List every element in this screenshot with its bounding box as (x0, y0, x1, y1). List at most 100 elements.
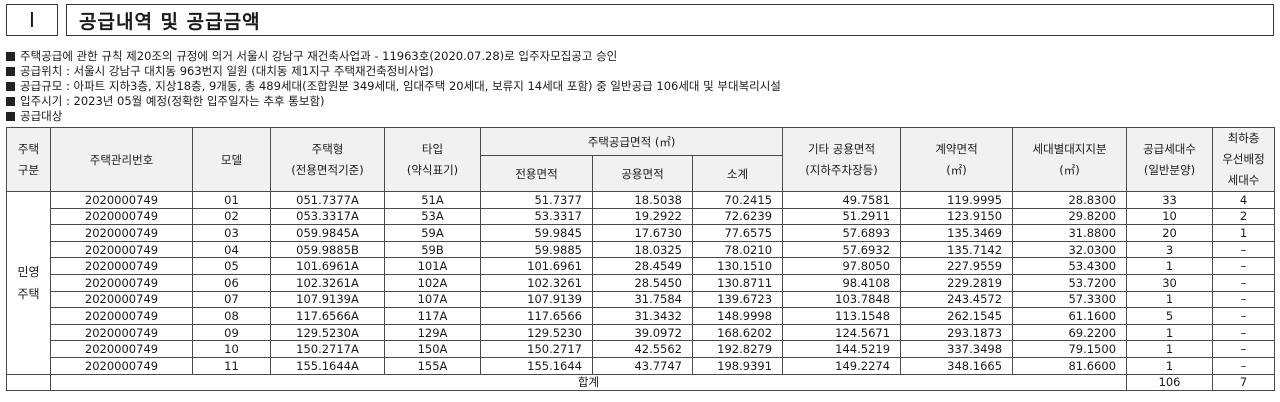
table-row: 2020000749 10 150.2717A 150A 150.2717 42.5562… (7, 340, 1276, 358)
cell-other: 98.4108 (782, 273, 902, 292)
table-body: 민영 주택 2020000749 01 051.7377A 51A 51.7377 18.50… (6, 191, 1276, 391)
header-common-area: 공용면적 (592, 155, 693, 192)
total-lowest: 7 (1212, 373, 1276, 391)
cell-tap: 53A (384, 207, 481, 226)
cell-lowest: – (1212, 356, 1276, 375)
cell-tap: 59B (384, 240, 481, 259)
cell-common: 28.4549 (592, 257, 693, 275)
cell-tap: 107A (384, 290, 481, 309)
cell-tap: 150A (384, 340, 481, 358)
table-row: 2020000749 06 102.3261A 102A 102.3261 28.5450… (7, 273, 1276, 292)
notice-item: 공급규모 : 아파트 지하3층, 지상18층, 9개동, 총 489세대(조합원… (6, 79, 781, 94)
notice-item: 공급대상 (6, 109, 781, 124)
bullet-square-icon (6, 52, 15, 61)
cell-tap: 101A (384, 257, 481, 275)
cell-exclusive: 59.9885 (480, 240, 593, 259)
cell-contract: 262.1545 (900, 307, 1014, 325)
cell-exclusive: 155.1644 (480, 356, 593, 375)
cell-no: 2020000749 (50, 257, 193, 275)
cell-land: 81.6600 (1012, 356, 1128, 375)
bullet-square-icon (6, 97, 15, 106)
cell-no: 2020000749 (50, 356, 193, 375)
bullet-square-icon (6, 112, 15, 121)
header-exclusive-area: 전용면적 (480, 155, 593, 192)
cell-other: 124.5671 (782, 323, 902, 342)
cell-subtotal: 148.9998 (691, 307, 784, 325)
cell-supply: 1 (1126, 323, 1214, 342)
header-housing-category: 주택 구분 (6, 127, 51, 192)
cell-other: 144.5219 (782, 340, 902, 358)
cell-lowest: 4 (1212, 191, 1276, 209)
total-supply: 106 (1126, 373, 1214, 391)
cell-no: 2020000749 (50, 290, 193, 309)
cell-tap: 102A (384, 273, 481, 292)
cell-no: 2020000749 (50, 340, 193, 358)
notice-list: 주택공급에 관한 규칙 제20조의 규정에 의거 서울시 강남구 재건축사업과 … (6, 49, 781, 124)
cell-tap: 117A (384, 307, 481, 325)
cell-no: 2020000749 (50, 307, 193, 325)
section-title: 공급내역 및 공급금액 (66, 4, 1274, 36)
table-row: 민영 주택 2020000749 01 051.7377A 51A 51.7377 18.50… (6, 191, 1276, 375)
cell-exclusive: 59.9845 (480, 224, 593, 242)
header-other-common-area: 기타 공용면적 (지하주차장등) (782, 127, 902, 192)
cell-common: 31.7584 (592, 290, 693, 309)
cell-lowest: 2 (1212, 207, 1276, 226)
cell-model: 02 (192, 207, 271, 226)
cell-type: 107.9139A (270, 290, 385, 309)
cell-contract: 348.1665 (900, 356, 1014, 375)
cell-exclusive: 107.9139 (480, 290, 593, 309)
table-row: 2020000749 02 053.3317A 53A 53.3317 19.2922 72… (7, 207, 1276, 226)
cell-exclusive: 117.6566 (480, 307, 593, 325)
header-supply-area-group: 주택공급면적 (㎡) (479, 126, 784, 157)
cell-other: 49.7581 (782, 191, 902, 209)
cell-contract: 293.1873 (900, 323, 1014, 342)
cell-subtotal: 72.6239 (691, 207, 784, 226)
cell-model: 06 (192, 273, 271, 292)
cell-supply: 20 (1126, 224, 1214, 242)
header-land-share: 세대별대지지분 (㎡) (1012, 127, 1128, 192)
cell-type: 129.5230A (270, 323, 385, 342)
cell-exclusive: 53.3317 (480, 207, 593, 226)
cell-model: 01 (192, 191, 271, 209)
notice-item: 주택공급에 관한 규칙 제20조의 규정에 의거 서울시 강남구 재건축사업과 … (6, 49, 781, 64)
cell-land: 57.3300 (1012, 290, 1128, 309)
cell-model: 08 (192, 307, 271, 325)
cell-land: 28.8300 (1012, 191, 1128, 209)
cell-contract: 243.4572 (900, 290, 1014, 309)
cell-common: 39.0972 (592, 323, 693, 342)
bullet-square-icon (6, 82, 15, 91)
cell-land: 53.4300 (1012, 257, 1128, 275)
section-header: Ⅰ 공급내역 및 공급금액 (6, 4, 1274, 36)
cell-lowest: – (1212, 340, 1276, 358)
cell-land: 69.2200 (1012, 323, 1128, 342)
header-contract-area: 계약면적 (㎡) (900, 127, 1014, 192)
cell-contract: 227.9559 (900, 257, 1014, 275)
cell-subtotal: 77.6575 (691, 224, 784, 242)
cell-no: 2020000749 (50, 323, 193, 342)
cell-supply: 1 (1126, 356, 1214, 375)
total-label: 합계 (49, 373, 1128, 391)
cell-lowest: – (1212, 240, 1276, 259)
housing-category-cell: 민영 주택 (6, 191, 51, 375)
cell-contract: 123.9150 (900, 207, 1014, 226)
header-lowest-floor-priority: 최하층 우선배정 세대수 (1212, 127, 1276, 192)
cell-exclusive: 150.2717 (480, 340, 593, 358)
cell-common: 18.0325 (592, 240, 693, 259)
notice-item: 공급위치 : 서울시 강남구 대치동 963번지 일원 (대치동 제1지구 주택… (6, 64, 781, 79)
cell-type: 155.1644A (270, 356, 385, 375)
cell-other: 51.2911 (782, 207, 902, 226)
cell-type: 102.3261A (270, 273, 385, 292)
cell-model: 04 (192, 240, 271, 259)
cell-subtotal: 78.0210 (691, 240, 784, 259)
cell-contract: 229.2819 (900, 273, 1014, 292)
cell-contract: 119.9995 (900, 191, 1014, 209)
cell-no: 2020000749 (50, 273, 193, 292)
cell-type: 117.6566A (270, 307, 385, 325)
cell-land: 53.7200 (1012, 273, 1128, 292)
cell-lowest: – (1212, 323, 1276, 342)
cell-subtotal: 139.6723 (691, 290, 784, 309)
cell-other: 97.8050 (782, 257, 902, 275)
cell-subtotal: 198.9391 (691, 356, 784, 375)
cell-type: 059.9885B (270, 240, 385, 259)
cell-land: 61.1600 (1012, 307, 1128, 325)
